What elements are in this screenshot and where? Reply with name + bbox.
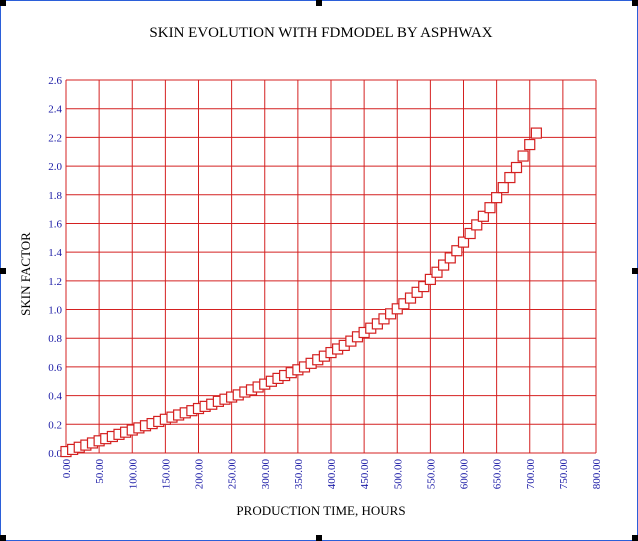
x-tick-label: 0.00 — [61, 459, 73, 479]
y-tick-label: 0.0 — [48, 448, 62, 460]
y-tick-label: 1.6 — [48, 218, 62, 230]
data-point — [491, 192, 503, 204]
chart-grid — [65, 79, 597, 454]
resize-handle-middle-left[interactable] — [0, 268, 6, 274]
x-tick-label: 50.00 — [94, 459, 106, 484]
y-tick-label: 2.2 — [48, 132, 62, 144]
data-point — [398, 298, 410, 310]
x-tick-label: 300.00 — [260, 459, 272, 490]
y-tick-label: 0.6 — [48, 362, 62, 374]
data-point — [517, 150, 529, 162]
data-point — [457, 236, 470, 248]
data-point — [438, 259, 450, 271]
data-points — [60, 127, 542, 458]
y-tick-label: 1.0 — [48, 305, 62, 317]
y-tick-label: 1.2 — [48, 276, 62, 288]
y-tick-label: 1.4 — [48, 247, 62, 259]
data-point — [424, 273, 436, 286]
data-point — [504, 171, 516, 184]
x-tick-label: 100.00 — [127, 459, 139, 490]
data-point — [497, 181, 509, 194]
resize-handle-bottom-center[interactable] — [316, 535, 322, 541]
y-axis-label: SKIN FACTOR — [18, 232, 33, 316]
x-tick-label: 600.00 — [459, 459, 471, 490]
resize-handle-middle-right[interactable] — [632, 268, 638, 274]
y-tick-label: 2.0 — [48, 161, 62, 173]
resize-handle-top-center[interactable] — [316, 0, 322, 6]
data-point — [418, 280, 430, 293]
y-tick-label: 1.8 — [48, 190, 62, 202]
resize-handle-top-right[interactable] — [632, 0, 638, 6]
resize-handle-top-left[interactable] — [0, 0, 6, 6]
x-tick-label: 750.00 — [558, 459, 570, 490]
y-tick-label: 2.4 — [48, 104, 62, 116]
x-tick-label: 800.00 — [591, 459, 603, 490]
resize-handle-bottom-left[interactable] — [0, 535, 6, 541]
data-point — [464, 227, 476, 240]
x-tick-label: 200.00 — [194, 459, 206, 490]
data-point — [530, 127, 542, 139]
data-point — [471, 219, 483, 231]
y-tick-label: 0.2 — [48, 419, 62, 431]
data-point — [524, 138, 536, 151]
x-tick-label: 150.00 — [160, 459, 172, 490]
data-point — [411, 286, 423, 298]
data-point — [477, 210, 489, 222]
data-point — [510, 161, 523, 174]
x-tick-label: 650.00 — [492, 459, 504, 490]
resize-handle-bottom-right[interactable] — [632, 535, 638, 541]
y-tick-label: 0.4 — [48, 391, 62, 403]
x-tick-label: 250.00 — [227, 459, 239, 490]
data-point — [451, 245, 463, 257]
x-tick-label: 400.00 — [326, 459, 338, 490]
y-tick-label: 2.6 — [48, 75, 62, 87]
x-tick-label: 550.00 — [425, 459, 437, 490]
x-tick-label: 350.00 — [293, 459, 305, 490]
y-tick-labels: 0.0 0.2 0.4 0.6 0.8 1.0 1.2 1.4 1.6 1.8 2.0 2.2 2.4 2… — [48, 75, 62, 460]
data-point — [431, 266, 443, 278]
chart-title: SKIN EVOLUTION WITH FDMODEL BY ASPHWAX — [149, 25, 492, 41]
data-point — [484, 202, 496, 214]
x-axis-label: PRODUCTION TIME, HOURS — [236, 503, 405, 518]
x-tick-labels: 0.00 50.00 100.00 150.00 200.00 250.00 300.00 3… — [61, 459, 603, 490]
data-point — [404, 292, 417, 304]
y-tick-label: 0.8 — [48, 333, 62, 345]
x-tick-label: 700.00 — [525, 459, 537, 490]
data-point — [444, 252, 456, 264]
x-tick-label: 500.00 — [392, 459, 404, 490]
x-tick-label: 450.00 — [359, 459, 371, 490]
